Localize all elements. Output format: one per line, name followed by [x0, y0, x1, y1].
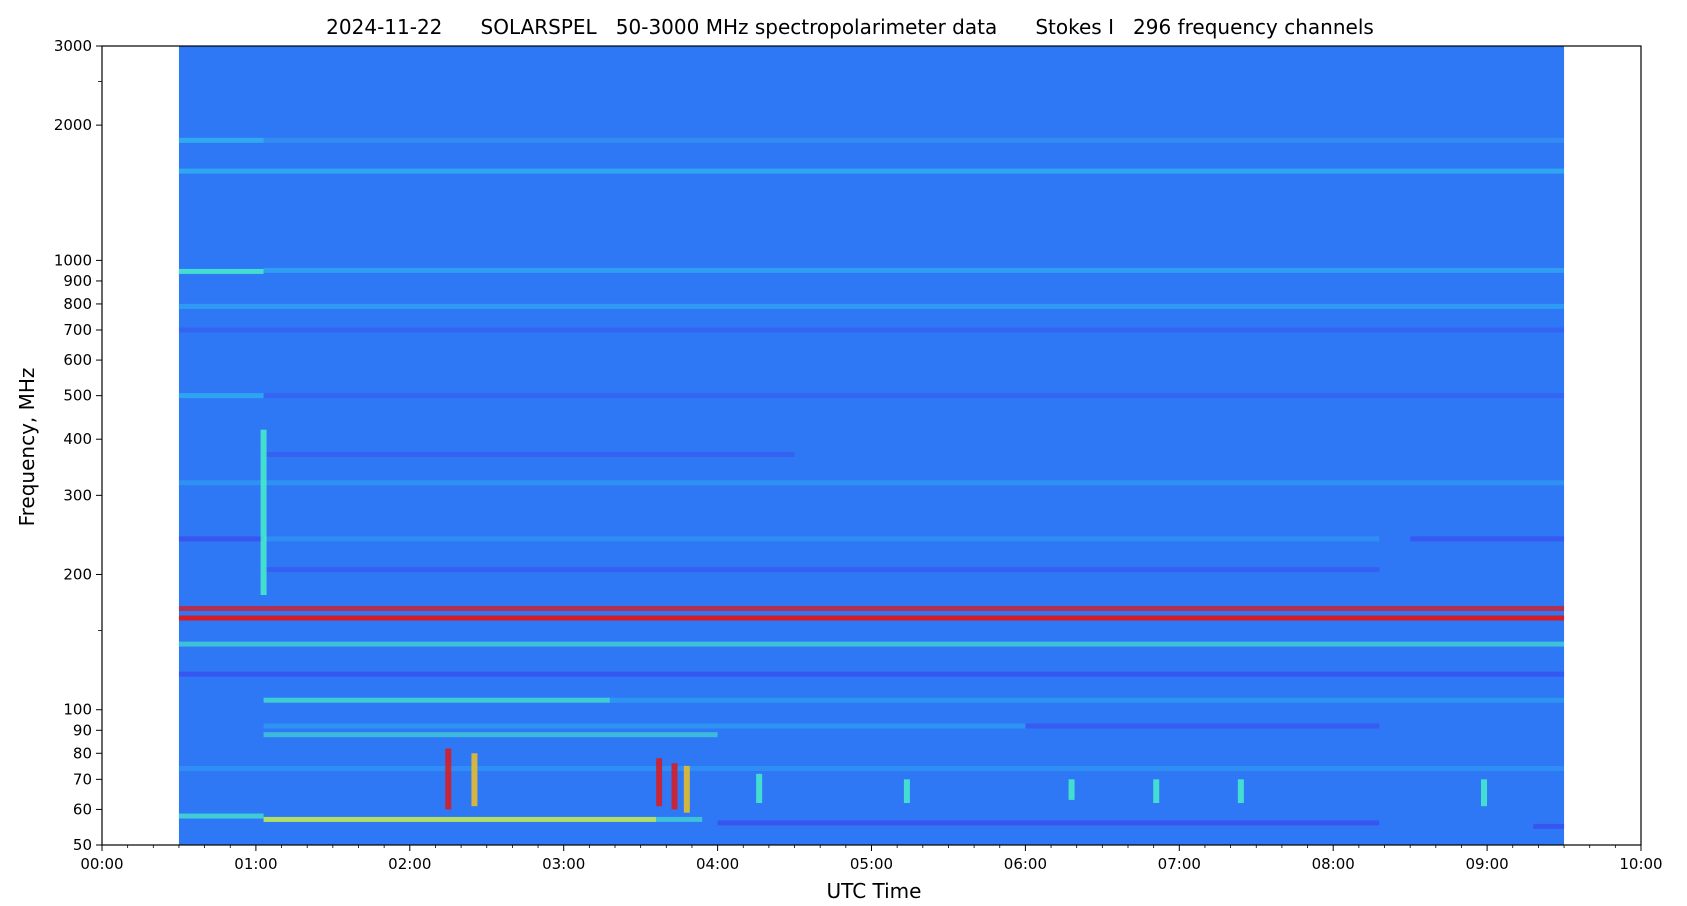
heatmap-band	[263, 723, 1380, 729]
plot-area	[101, 45, 1642, 846]
heatmap-band	[263, 816, 657, 822]
x-tick-label: 04:00	[696, 855, 739, 873]
heatmap-burst	[471, 753, 478, 807]
x-tick-label: 09:00	[1465, 855, 1508, 873]
heatmap-band	[178, 137, 264, 143]
heatmap-band	[656, 816, 703, 822]
x-tick-label: 01:00	[234, 855, 277, 873]
x-tick-label: 02:00	[388, 855, 431, 873]
heatmap-band	[263, 451, 795, 457]
heatmap-band	[178, 303, 1565, 309]
y-tick-label: 700	[63, 321, 92, 339]
heatmap-burst	[1068, 779, 1075, 800]
heatmap-band	[178, 536, 264, 542]
heatmap-band	[178, 480, 1565, 486]
heatmap-band	[263, 393, 1565, 399]
heatmap-band	[178, 605, 1565, 611]
heatmap-band	[178, 765, 1565, 771]
x-tick-label: 00:00	[80, 855, 123, 873]
heatmap-band	[263, 567, 1380, 573]
heatmap-burst	[903, 779, 910, 804]
y-tick-label: 50	[73, 836, 92, 854]
heatmap-band	[1533, 823, 1565, 829]
chart-title: 2024-11-22 SOLARSPEL 50-3000 MHz spectro…	[326, 15, 1374, 39]
x-tick-label: 06:00	[1004, 855, 1047, 873]
x-axis: 00:00 01:00 02:00 03:00 04:00 05:00 06:00 07:00…	[80, 845, 1663, 873]
y-tick-label: 1000	[54, 251, 92, 269]
y-axis: 50 60 70 80 90 100 200 300 400 500 600 700 800 900 100…	[54, 37, 102, 854]
y-tick-label: 2000	[54, 116, 92, 134]
heatmap-band	[263, 137, 1565, 143]
heatmap-band	[178, 813, 264, 819]
heatmap-band	[1410, 536, 1565, 542]
heatmap-band	[178, 671, 1565, 677]
y-tick-label: 400	[63, 430, 92, 448]
heatmap-band	[263, 697, 610, 703]
heatmap-burst	[671, 763, 678, 810]
heatmap-band	[1025, 723, 1380, 729]
heatmap-band	[178, 393, 264, 399]
x-tick-label: 03:00	[542, 855, 585, 873]
x-tick-label: 08:00	[1312, 855, 1355, 873]
heatmap-band	[263, 536, 1380, 542]
heatmap-burst	[1481, 779, 1488, 807]
y-tick-label: 800	[63, 295, 92, 313]
heatmap-burst	[683, 765, 690, 813]
heatmap-burst	[260, 429, 267, 596]
x-tick-label: 07:00	[1158, 855, 1201, 873]
y-tick-label: 100	[63, 701, 92, 719]
heatmap-burst	[1237, 779, 1244, 804]
heatmap-band	[263, 732, 718, 738]
y-tick-label: 300	[63, 486, 92, 504]
heatmap-band	[263, 267, 1565, 273]
heatmap-band	[609, 697, 1565, 703]
heatmap-band	[178, 268, 264, 274]
x-tick-label: 05:00	[850, 855, 893, 873]
heatmap-background	[178, 46, 1565, 845]
heatmap-band	[178, 641, 1565, 647]
heatmap-burst	[1153, 779, 1160, 804]
y-tick-label: 70	[73, 770, 92, 788]
y-tick-label: 3000	[54, 37, 92, 55]
heatmap-band	[178, 327, 1565, 333]
heatmap-burst	[656, 758, 663, 807]
heatmap-burst	[756, 773, 763, 804]
y-tick-label: 900	[63, 272, 92, 290]
y-tick-label: 200	[63, 565, 92, 583]
heatmap-band	[717, 820, 1380, 826]
x-axis-label: UTC Time	[827, 879, 922, 903]
y-axis-label: Frequency, MHz	[15, 368, 39, 527]
heatmap-band	[178, 168, 1565, 174]
y-tick-label: 90	[73, 721, 92, 739]
y-tick-label: 600	[63, 351, 92, 369]
y-tick-label: 60	[73, 800, 92, 818]
x-tick-label: 10:00	[1619, 855, 1662, 873]
y-tick-label: 500	[63, 387, 92, 405]
y-tick-label: 80	[73, 744, 92, 762]
heatmap-band	[178, 615, 1565, 621]
heatmap-burst	[445, 748, 452, 810]
